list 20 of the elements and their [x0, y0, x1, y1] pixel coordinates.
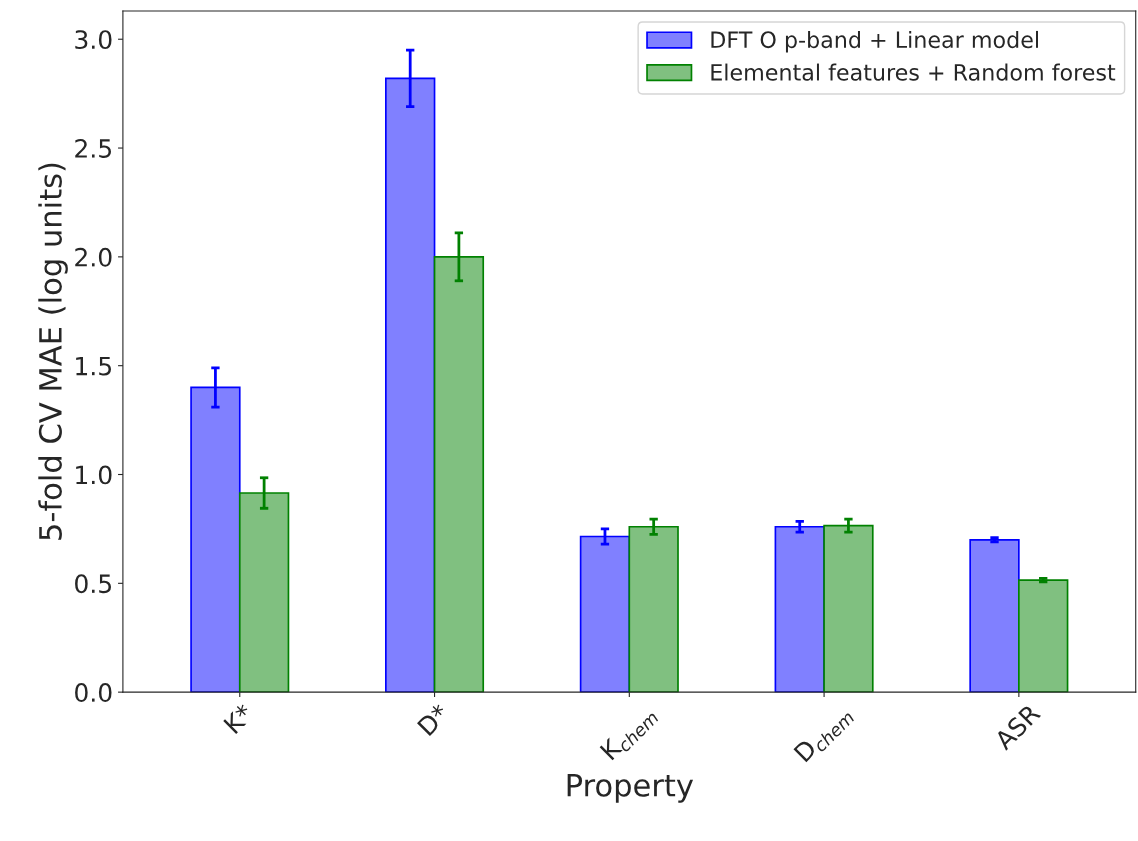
x-tick-label: D*	[416, 702, 451, 737]
y-tick-label: 2.0	[75, 247, 112, 267]
y-tick-label: 1.5	[76, 356, 111, 376]
x-tick-label: D$_{chem}$	[793, 703, 855, 766]
bar	[969, 538, 1020, 693]
bar	[1018, 579, 1069, 693]
x-axis-title: Property	[567, 774, 694, 803]
bar	[628, 525, 679, 693]
bar	[823, 524, 874, 693]
bar	[774, 525, 825, 693]
legend-label: DFT O p-band + Linear model	[711, 30, 1038, 53]
y-axis-title: 5-fold CV MAE (log units)	[38, 163, 68, 540]
y-tick-label: 0.0	[75, 683, 112, 702]
y-tick-label: 1.0	[76, 465, 112, 485]
x-tick-label: K$_{chem}$	[599, 703, 660, 764]
legend-label: Elemental features + Random forest	[711, 63, 1116, 81]
y-tick-label: 0.5	[75, 574, 111, 594]
y-tick-label: 2.5	[75, 138, 111, 158]
x-tick-label: K*	[223, 702, 255, 734]
y-tick-label: 3.0	[75, 30, 112, 50]
